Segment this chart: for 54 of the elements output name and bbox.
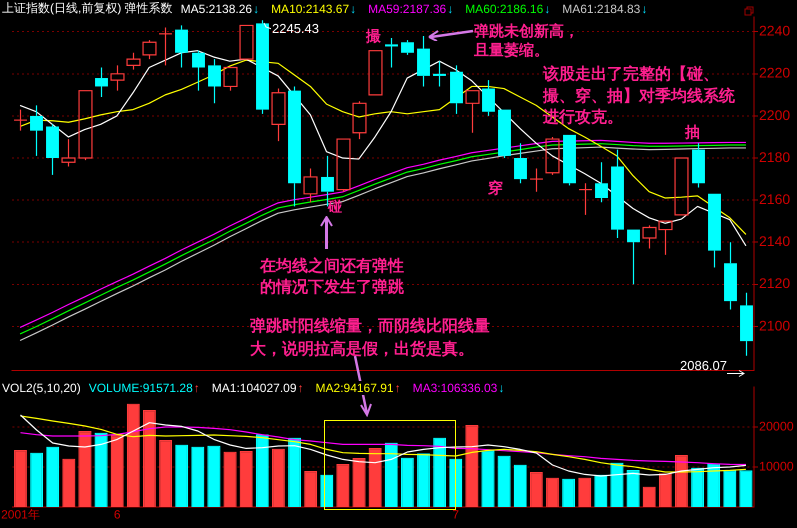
annotation: 撮	[366, 27, 381, 45]
candlestick	[175, 24, 188, 68]
text: MA5:2138.26↓	[180, 2, 260, 16]
candlestick	[740, 292, 753, 356]
x-tick-label: 7	[452, 508, 460, 522]
annotation: 碰	[328, 199, 342, 215]
candlestick	[595, 162, 608, 203]
text: MA3:106336.03↓	[412, 380, 504, 394]
candlestick	[514, 142, 527, 184]
y-tick-label: 2180	[759, 148, 790, 165]
annotation: 弹跳时阳线缩量，而阴线比阳线量大，说明拉高是假，出货是真。	[250, 315, 490, 360]
candlestick	[433, 60, 446, 88]
text: MA2:94167.91↑	[316, 380, 401, 394]
candlestick	[417, 35, 430, 88]
candlestick	[450, 64, 463, 114]
candlestick	[95, 66, 108, 98]
candlestick	[611, 149, 624, 239]
x-tick-label: 6	[114, 508, 121, 522]
candlestick	[708, 194, 721, 268]
y-tick-label: 2200	[759, 106, 790, 123]
candlestick	[192, 50, 205, 92]
annotation: 2086.07	[680, 358, 727, 373]
x-tick-label: 2001年	[1, 508, 40, 522]
y-tick-label: 2140	[759, 233, 790, 250]
annotation: 在均线之间还有弹性的情况下发生了弹跳	[260, 255, 404, 297]
candlestick	[46, 124, 59, 176]
candlestick	[30, 104, 43, 157]
text: MA61:2184.83↓	[562, 2, 648, 16]
y-tick-label: 20000	[759, 419, 794, 434]
annotation: 穿	[488, 179, 503, 197]
chart-title: 上证指数(日线,前复权) 弹性系数	[2, 0, 173, 17]
candlestick	[482, 80, 495, 117]
annotation: 2245.43	[272, 21, 319, 36]
y-tick-label: 2100	[759, 317, 790, 334]
candlestick	[401, 40, 414, 56]
y-tick-label: 2240	[759, 22, 790, 39]
text: MA10:2143.67↓	[271, 2, 356, 16]
y-tick-label: 2160	[759, 190, 790, 207]
annotation: 弹跳未创新高，且量萎缩。	[474, 22, 579, 60]
y-tick-label: 10000	[759, 459, 794, 474]
y-tick-label: 2120	[759, 275, 790, 292]
chart-title: VOL2(5,10,20)	[2, 380, 81, 394]
candlestick	[627, 230, 640, 285]
text: MA59:2187.36↓	[368, 2, 454, 16]
series-label: VOLUME:91571.28↑	[88, 380, 200, 394]
candlestick	[208, 58, 221, 104]
annotation: 抽	[685, 123, 700, 141]
text: MA60:2186.16↓	[465, 2, 550, 16]
candlestick	[288, 86, 301, 208]
candlestick	[385, 37, 398, 68]
y-tick-label: 2220	[759, 64, 790, 81]
candlestick	[724, 242, 737, 310]
text: MA1:104027.09↑	[212, 380, 304, 394]
candlestick	[692, 142, 705, 188]
